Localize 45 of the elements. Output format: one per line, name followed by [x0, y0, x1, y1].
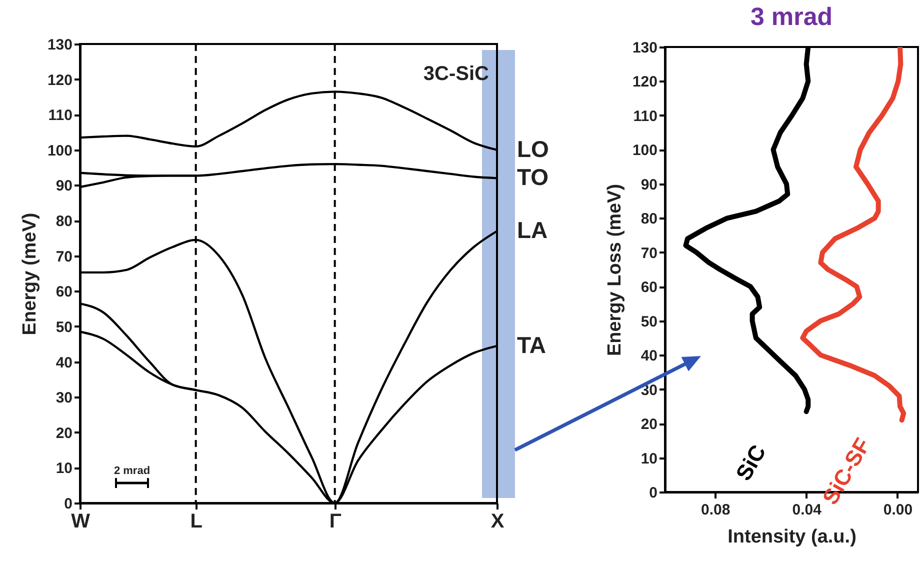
x-tick-label: 0.04	[792, 502, 822, 518]
y-tick-label: 50	[640, 313, 658, 330]
y-tick-label: 30	[56, 390, 72, 407]
y-tick-label: 100	[47, 142, 72, 160]
y-tick-label: 110	[633, 108, 658, 125]
y-tick-label: 100	[632, 142, 658, 160]
y-axis-title: Energy Loss (meV)	[604, 184, 626, 356]
annotation: LO	[517, 136, 549, 162]
y-tick-label: 50	[56, 318, 72, 336]
y-tick-label: 10	[56, 460, 72, 478]
y-tick-label: 0	[649, 484, 658, 502]
annotation: 2 mrad	[114, 465, 150, 477]
x-tick-label: Γ	[329, 510, 342, 532]
y-tick-label: 40	[640, 348, 658, 365]
y-axis-title: Energy (meV)	[19, 212, 40, 336]
y-tick-label: 0	[64, 496, 72, 512]
y-tick-label: 90	[640, 176, 658, 194]
y-tick-label: 70	[56, 248, 72, 266]
x-tick-label: 0.08	[701, 502, 730, 518]
chart-title: 3 mrad	[750, 3, 832, 31]
annotation: TO	[517, 164, 549, 190]
y-tick-label: 130	[47, 36, 72, 54]
x-axis-title: Intensity (a.u.)	[728, 526, 856, 548]
y-tick-label: 120	[47, 72, 72, 89]
y-tick-label: 40	[56, 354, 72, 372]
x-tick-label: L	[190, 510, 202, 532]
annotation: LA	[517, 217, 548, 244]
y-tick-label: 130	[632, 40, 658, 56]
x-tick-label: 0.00	[883, 502, 913, 518]
y-tick-label: 120	[632, 74, 658, 91]
text: SiC	[730, 440, 771, 485]
y-tick-label: 110	[48, 107, 72, 124]
y-tick-label: 80	[640, 210, 658, 228]
y-tick-label: 80	[56, 213, 72, 230]
x-tick-label: X	[490, 510, 505, 532]
y-tick-label: 60	[56, 284, 72, 301]
y-tick-label: 20	[640, 416, 658, 434]
y-tick-label: 20	[56, 424, 72, 442]
annotation: TA	[517, 332, 546, 358]
y-tick-label: 60	[640, 279, 658, 296]
annotation: 3C-SiC	[423, 63, 489, 85]
y-tick-label: 10	[640, 450, 658, 468]
x-tick-label: W	[71, 510, 90, 532]
y-tick-label: 90	[56, 178, 72, 195]
y-tick-label: 70	[640, 244, 658, 262]
